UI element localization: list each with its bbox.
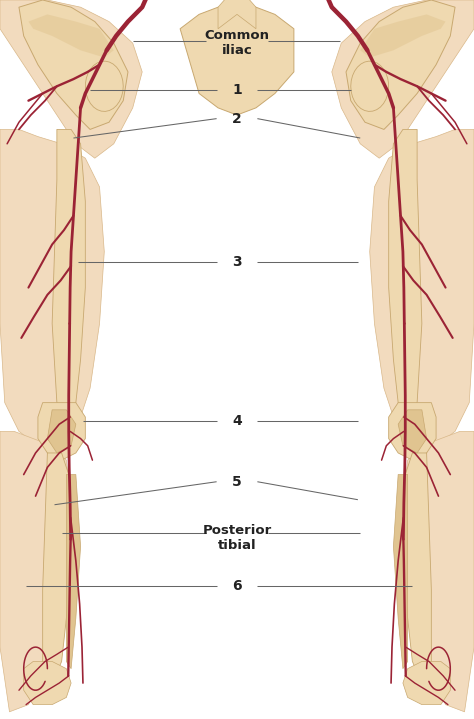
Polygon shape <box>398 410 427 453</box>
Polygon shape <box>85 61 123 111</box>
Polygon shape <box>218 0 256 29</box>
Polygon shape <box>47 410 76 453</box>
Polygon shape <box>346 0 455 129</box>
Polygon shape <box>43 453 71 683</box>
Polygon shape <box>24 661 71 705</box>
Text: 1: 1 <box>232 83 242 97</box>
Polygon shape <box>393 475 408 669</box>
Polygon shape <box>389 403 436 460</box>
Text: 5: 5 <box>232 475 242 489</box>
Polygon shape <box>403 453 431 683</box>
Text: 4: 4 <box>232 413 242 428</box>
Polygon shape <box>38 403 85 460</box>
Polygon shape <box>52 129 85 410</box>
Polygon shape <box>19 0 128 129</box>
Polygon shape <box>370 129 474 446</box>
Polygon shape <box>0 431 71 712</box>
Polygon shape <box>180 0 294 115</box>
Polygon shape <box>351 61 389 111</box>
Text: Posterior
tibial: Posterior tibial <box>202 524 272 551</box>
Polygon shape <box>0 129 104 446</box>
Polygon shape <box>28 14 114 58</box>
Polygon shape <box>403 431 474 712</box>
Polygon shape <box>360 14 446 58</box>
Text: 6: 6 <box>232 579 242 593</box>
Polygon shape <box>403 661 450 705</box>
Polygon shape <box>389 129 422 410</box>
Polygon shape <box>0 0 142 158</box>
Polygon shape <box>332 0 474 158</box>
Text: 2: 2 <box>232 111 242 126</box>
Text: Common
iliac: Common iliac <box>204 29 270 57</box>
Text: 3: 3 <box>232 255 242 270</box>
Polygon shape <box>66 475 81 669</box>
